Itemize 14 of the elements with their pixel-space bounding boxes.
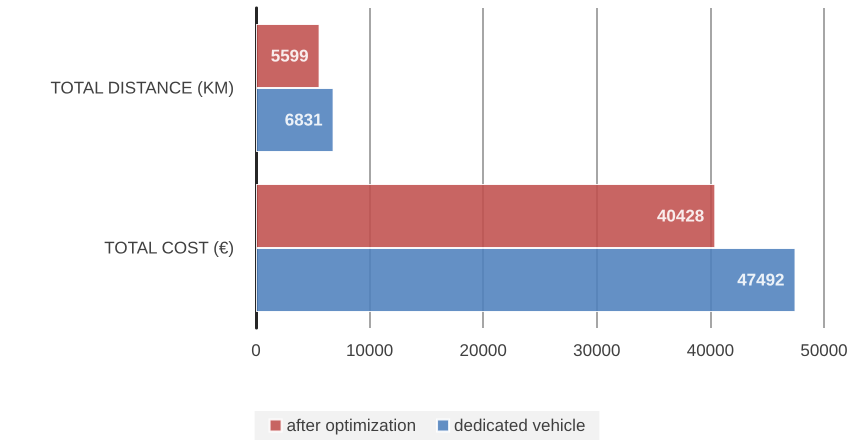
x-tick-label: 40000	[686, 341, 734, 360]
legend-label: dedicated vehicle	[454, 416, 586, 435]
y-tick-label: TOTAL DISTANCE (KM)	[50, 78, 234, 98]
data-label: 5599	[270, 46, 309, 66]
x-tick-label: 30000	[573, 341, 620, 360]
x-tick-label: 0	[251, 341, 261, 360]
x-tick-label: 20000	[460, 341, 507, 360]
legend-label: after optimization	[286, 416, 416, 435]
data-label: 47492	[737, 270, 785, 290]
y-tick-label: TOTAL COST (€)	[104, 238, 234, 258]
data-label: 6831	[284, 110, 323, 130]
x-tick-label: 10000	[346, 341, 394, 360]
data-label: 40428	[656, 206, 704, 226]
x-tick-label: 50000	[800, 341, 848, 360]
